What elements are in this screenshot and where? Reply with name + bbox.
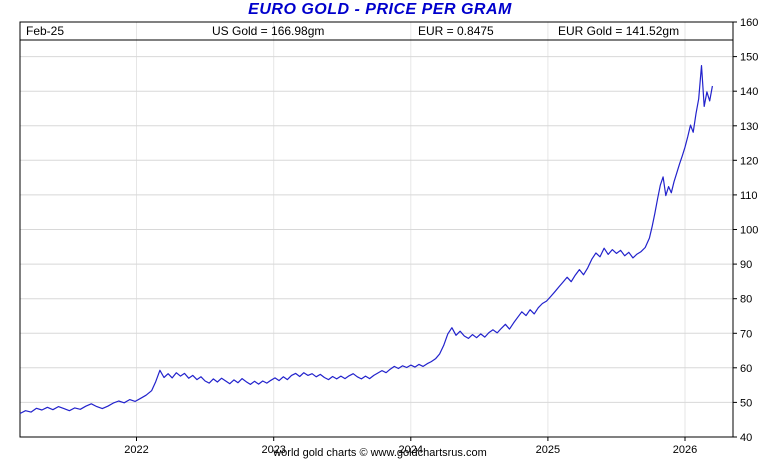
y-tick-label: 140 (740, 86, 758, 98)
y-tick-label: 120 (740, 155, 758, 167)
x-tick-label: 2023 (261, 444, 285, 456)
x-tick-label: 2024 (399, 444, 423, 456)
y-tick-label: 160 (740, 17, 758, 29)
price-line (19, 64, 713, 415)
y-tick-label: 40 (740, 432, 752, 444)
y-tick-label: 110 (740, 190, 758, 202)
y-tick-label: 60 (740, 363, 752, 375)
eur-rate-value-label: EUR = 0.8475 (418, 24, 494, 38)
y-tick-label: 90 (740, 259, 752, 271)
footer-credit: world gold charts © www.goldchartsrus.co… (273, 447, 487, 459)
y-tick-label: 150 (740, 52, 758, 64)
eur-gold-value-label: EUR Gold = 141.52gm (558, 24, 680, 38)
x-tick-label: 2025 (536, 444, 560, 456)
y-tick-label: 130 (740, 121, 758, 133)
chart-title: EURO GOLD - PRICE PER GRAM (248, 1, 512, 18)
y-tick-label: 70 (740, 328, 752, 340)
y-tick-label: 50 (740, 397, 752, 409)
x-tick-label: 2026 (673, 444, 697, 456)
x-tick-label: 2022 (124, 444, 148, 456)
y-tick-label: 100 (740, 225, 758, 237)
us-gold-value-label: US Gold = 166.98gm (212, 24, 325, 38)
date-label: Feb-25 (26, 24, 65, 38)
y-tick-label: 80 (740, 294, 752, 306)
